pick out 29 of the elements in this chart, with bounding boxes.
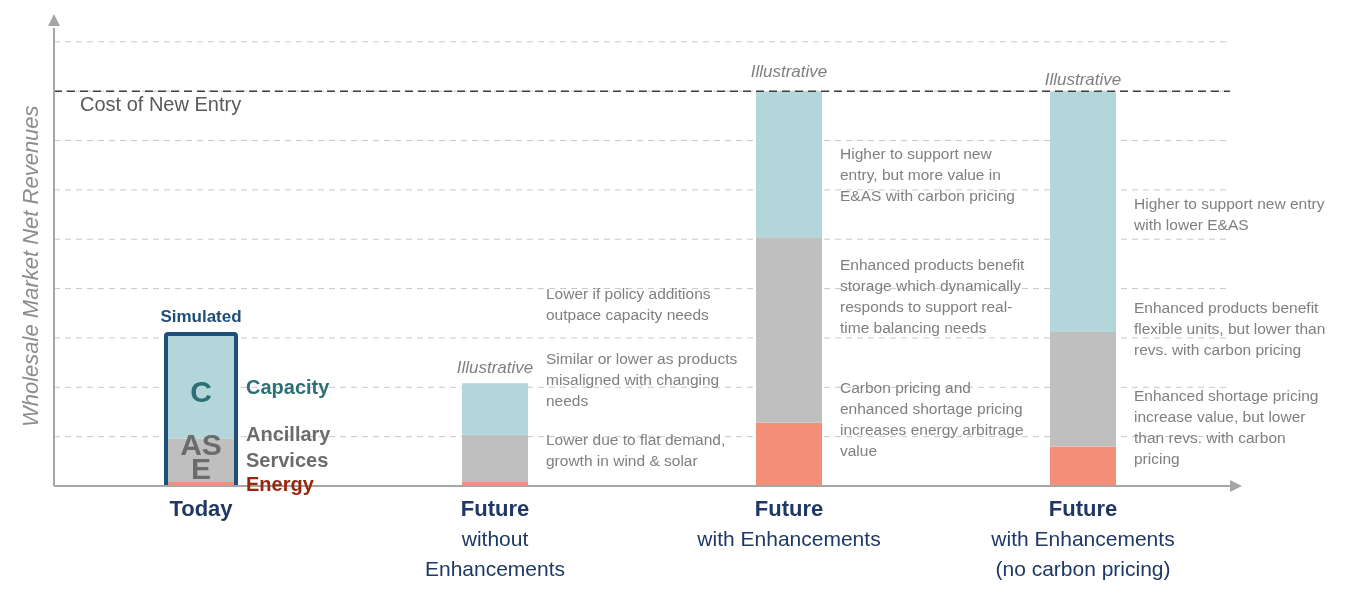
annotation: Enhanced products benefit flexible units, but lower than revs. with carbon pricing	[1134, 297, 1326, 360]
y-axis-title: Wholesale Market Net Revenues	[17, 105, 43, 427]
text: Illustrative	[750, 61, 828, 81]
annotation: Illustrative	[456, 358, 534, 378]
bar	[1050, 91, 1116, 333]
x-tick-label: Future without Enhancements	[424, 496, 566, 580]
x-tick-label: Today	[169, 496, 234, 521]
series-label: Capacity	[246, 376, 331, 399]
annotation: Lower if policy additions outpace capacity needs	[546, 284, 712, 326]
annotation: C	[190, 374, 212, 408]
annotation: Lower due to flat demand, growth in wind & solar	[546, 430, 727, 472]
bar	[756, 237, 822, 423]
annotation: Higher to support new entry, but more value in E&AS with carbon pricing	[840, 143, 1016, 206]
x-tick-label: Future with Enhancements	[696, 496, 881, 550]
annotation: Enhanced products benefit storage which dynamically responds to support real-time balancing needs	[840, 255, 1026, 339]
bar	[756, 422, 822, 486]
annotation: Enhanced shortage pricing increase value, but lower than revs. with carbon pricing	[1134, 385, 1320, 469]
bar	[1050, 446, 1116, 486]
series-label: Energy	[246, 473, 315, 496]
x-tick-label: Future with Enhancements (no carbon pricing)	[990, 496, 1175, 580]
annotation: Higher to support new entry with lower E&AS	[1134, 193, 1326, 235]
text: Illustrative	[1044, 69, 1122, 89]
annotation: Carbon pricing and enhanced shortage pricing increases energy arbitrage value	[840, 377, 1025, 461]
annotation: Similar or lower as products misaligned with changing needs	[546, 348, 738, 411]
series-label: Ancillary Services	[246, 423, 332, 472]
bar	[462, 383, 528, 435]
bar	[756, 91, 822, 238]
annotation: Simulated	[160, 306, 242, 326]
ref-line-label: Cost of New Entry	[80, 93, 242, 116]
